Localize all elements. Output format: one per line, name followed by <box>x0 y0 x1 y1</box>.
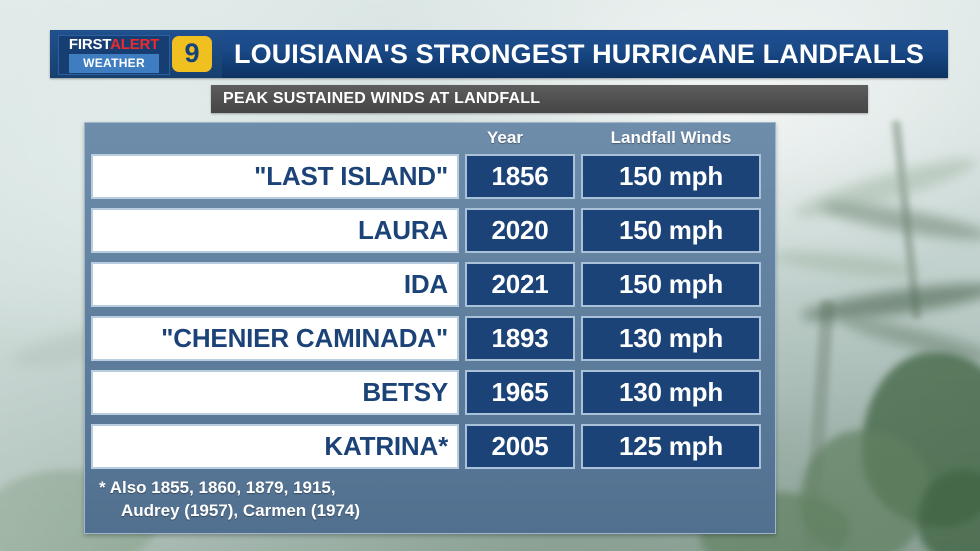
storm-name-text: KATRINA* <box>324 431 448 461</box>
cell-landfall-winds: 130 mph <box>581 316 761 361</box>
subtitle-text: PEAK SUSTAINED WINDS AT LANDFALL <box>223 90 541 107</box>
subtitle-bar: PEAK SUSTAINED WINDS AT LANDFALL <box>211 85 868 113</box>
year-text: 2005 <box>491 431 549 461</box>
winds-text: 130 mph <box>618 323 724 353</box>
table-row: "LAST ISLAND" 1856 150 mph <box>91 153 769 200</box>
logo-alert-text: ALERT <box>110 36 160 53</box>
cell-year: 1965 <box>465 370 575 415</box>
winds-text: 150 mph <box>618 269 724 299</box>
storm-name-text: BETSY <box>362 377 448 407</box>
storm-name-text: IDA <box>403 269 448 299</box>
cell-storm-name: "LAST ISLAND" <box>91 154 459 199</box>
cell-year: 2020 <box>465 208 575 253</box>
table-row: BETSY 1965 130 mph <box>91 369 769 416</box>
cell-storm-name: LAURA <box>91 208 459 253</box>
table-header-row: Year Landfall Winds <box>85 123 775 153</box>
cell-landfall-winds: 150 mph <box>581 262 761 307</box>
year-text: 1856 <box>491 161 549 191</box>
page-title: LOUISIANA'S STRONGEST HURRICANE LANDFALL… <box>234 38 925 69</box>
column-header-landfall-winds: Landfall Winds <box>610 128 732 147</box>
cell-landfall-winds: 130 mph <box>581 370 761 415</box>
logo-weather-bar: WEATHER <box>69 54 159 73</box>
storm-name-text: "LAST ISLAND" <box>254 161 448 191</box>
winds-text: 150 mph <box>618 161 724 191</box>
cell-landfall-winds: 150 mph <box>581 154 761 199</box>
channel-nine-icon: 9 <box>172 36 212 72</box>
winds-text: 125 mph <box>618 431 724 461</box>
table-row: KATRINA* 2005 125 mph <box>91 423 769 470</box>
year-text: 2020 <box>491 215 549 245</box>
year-text: 1965 <box>491 377 549 407</box>
title-bar: FIRSTALERT WEATHER 9 LOUISIANA'S STRONGE… <box>50 30 948 78</box>
station-logo: FIRSTALERT WEATHER 9 <box>50 30 222 78</box>
cell-storm-name: BETSY <box>91 370 459 415</box>
cell-storm-name: "CHENIER CAMINADA" <box>91 316 459 361</box>
cell-year: 2021 <box>465 262 575 307</box>
table-row: LAURA 2020 150 mph <box>91 207 769 254</box>
footnote-line-1: * Also 1855, 1860, 1879, 1915, <box>99 478 336 497</box>
logo-first-text: FIRST <box>68 36 111 53</box>
channel-number-text: 9 <box>184 38 200 68</box>
first-alert-weather-logo: FIRSTALERT WEATHER <box>58 35 170 75</box>
cell-year: 1893 <box>465 316 575 361</box>
year-text: 2021 <box>491 269 549 299</box>
cell-storm-name: IDA <box>91 262 459 307</box>
winds-text: 130 mph <box>618 377 724 407</box>
logo-top-line: FIRSTALERT <box>69 37 159 52</box>
logo-weather-text: WEATHER <box>83 56 145 70</box>
table-row: "CHENIER CAMINADA" 1893 130 mph <box>91 315 769 362</box>
cell-year: 1856 <box>465 154 575 199</box>
winds-text: 150 mph <box>618 215 724 245</box>
hurricane-table-panel: Year Landfall Winds "LAST ISLAND" 1856 1… <box>84 122 776 534</box>
footnote: * Also 1855, 1860, 1879, 1915, Audrey (1… <box>99 477 775 522</box>
cell-storm-name: KATRINA* <box>91 424 459 469</box>
storm-name-text: "CHENIER CAMINADA" <box>161 323 448 353</box>
year-text: 1893 <box>491 323 549 353</box>
cell-landfall-winds: 150 mph <box>581 208 761 253</box>
table-row: IDA 2021 150 mph <box>91 261 769 308</box>
footnote-line-2: Audrey (1957), Carmen (1974) <box>121 500 361 520</box>
cell-year: 2005 <box>465 424 575 469</box>
column-header-year: Year <box>487 128 523 147</box>
storm-name-text: LAURA <box>358 215 448 245</box>
cell-landfall-winds: 125 mph <box>581 424 761 469</box>
